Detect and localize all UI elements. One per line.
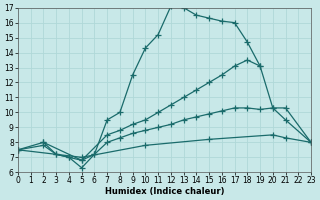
X-axis label: Humidex (Indice chaleur): Humidex (Indice chaleur)	[105, 187, 224, 196]
